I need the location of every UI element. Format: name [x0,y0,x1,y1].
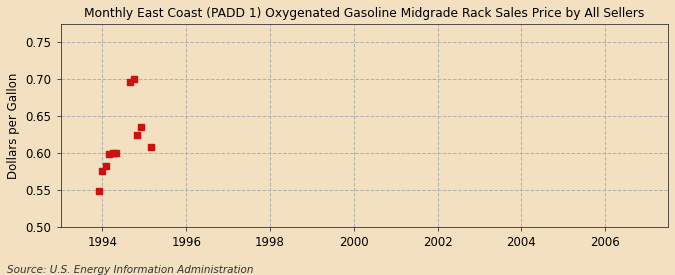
Point [104,152,115,157]
Point [101,163,111,168]
Point [107,151,118,155]
Y-axis label: Dollars per Gallon: Dollars per Gallon [7,72,20,178]
Point [125,80,136,84]
Point [97,169,108,174]
Point [94,188,105,193]
Point [132,132,142,137]
Point [136,125,146,129]
Title: Monthly East Coast (PADD 1) Oxygenated Gasoline Midgrade Rack Sales Price by All: Monthly East Coast (PADD 1) Oxygenated G… [84,7,645,20]
Point [111,151,122,155]
Point [128,77,139,81]
Text: Source: U.S. Energy Information Administration: Source: U.S. Energy Information Administ… [7,265,253,275]
Point [146,145,157,149]
